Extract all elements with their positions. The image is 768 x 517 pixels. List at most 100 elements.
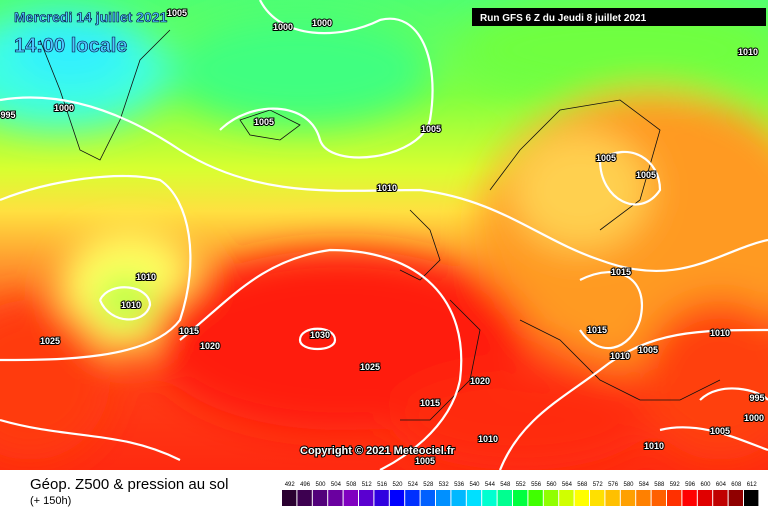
scale-box [374,490,389,506]
scale-box [605,490,620,506]
legend-title: Géop. Z500 & pression au sol [30,476,228,493]
scale-label: 512 [362,482,373,488]
scale-box [312,490,328,506]
scale-box [574,490,589,506]
scale-box [451,490,466,506]
isobar-label: 1025 [40,336,60,346]
scale-box [528,490,543,506]
isobar-label: 1005 [415,456,435,466]
isobar-label: 1015 [611,267,631,277]
isobar-labels: 1005 1000 1000 1000 995 1005 1005 1010 1010 1005 1… [0,7,766,467]
scale-box [466,490,482,506]
scale-label: 572 [593,482,604,488]
scale-box [482,490,497,506]
run-box [472,8,766,26]
isobar-label: 1005 [638,345,658,355]
scale-box [713,490,728,506]
scale-label: 588 [654,482,665,488]
scale-label: 496 [300,482,311,488]
isobar-label: 1020 [200,341,220,351]
isobar-label: 1025 [360,362,380,372]
isobar-label: 1010 [377,183,397,193]
isobar-label: 1010 [738,47,758,57]
scale-label: 612 [747,482,758,488]
scale-box [282,490,297,506]
scale-label: 580 [623,482,634,488]
scale-label: 540 [469,482,480,488]
map-area [0,0,768,470]
isobars [0,0,768,470]
scale-box [389,490,405,506]
scale-box [343,490,358,506]
isobar-label: 1010 [136,272,156,282]
scale-label: 576 [608,482,619,488]
scale-box [697,490,713,506]
copyright: Copyright © 2021 Meteociel.fr [300,445,456,457]
scale-label: 560 [546,482,557,488]
scale-box [405,490,420,506]
scale-label: 508 [346,482,357,488]
scale-box [620,490,636,506]
scale-box [667,490,682,506]
scale-box [436,490,451,506]
scale-label: 544 [485,482,496,488]
isobar-label: 1010 [610,351,630,361]
isobar-label: 1005 [596,153,616,163]
scale-label: 608 [731,482,742,488]
scale-label: 596 [685,482,696,488]
isobar-label: 1010 [478,434,498,444]
scale-box [543,490,559,506]
scale-label: 584 [639,482,650,488]
scale-label: 492 [285,482,296,488]
isobar-label: 1010 [710,328,730,338]
scale-label: 528 [423,482,434,488]
scale-label: 604 [716,482,727,488]
scale-box [497,490,512,506]
isobar-label: 995 [749,393,764,403]
scale-label: 600 [700,482,711,488]
time-title: 14:00 locale [14,35,127,57]
date-title: Mercredi 14 juillet 2021 [14,9,168,25]
isobar-label: 1000 [312,18,332,28]
isobar-label: 1010 [121,300,141,310]
scale-box [420,490,435,506]
scale-box [513,490,528,506]
scale-label: 552 [516,482,527,488]
scale-box [744,490,759,506]
color-scale: 492 496 500 504 508 512 516 520 524 528 532 536 540 5… [282,482,759,506]
scale-box [682,490,697,506]
isobar-label: 1020 [470,376,490,386]
scale-box [651,490,666,506]
scale-box [590,490,605,506]
coastlines [39,29,721,421]
scale-label: 524 [408,482,419,488]
isobar-label: 1000 [273,22,293,32]
scale-box [297,490,312,506]
isobar-label: 1010 [644,441,664,451]
scale-label: 500 [315,482,326,488]
scale-label: 516 [377,482,388,488]
isobar-label: 1005 [167,8,187,18]
scale-label: 520 [392,482,403,488]
scale-box [728,490,743,506]
isobar-label: 1015 [179,326,199,336]
scale-label: 536 [454,482,465,488]
scale-label: 548 [500,482,511,488]
scale-box [559,490,574,506]
scale-label: 556 [531,482,542,488]
isobar-label: 1015 [587,325,607,335]
scale-label: 564 [562,482,573,488]
scale-box [359,490,374,506]
scale-box [636,490,651,506]
isobar-label: 1005 [254,117,274,127]
isobar-label: 1005 [636,170,656,180]
isobar-label: 995 [0,110,15,120]
legend-subtitle: (+ 150h) [30,495,71,507]
isobar-label: 1000 [744,413,764,423]
scale-label: 592 [670,482,681,488]
isobar-label: 1005 [421,124,441,134]
scale-box [328,490,343,506]
isobar-label: 1000 [54,103,74,113]
scale-label: 532 [439,482,450,488]
